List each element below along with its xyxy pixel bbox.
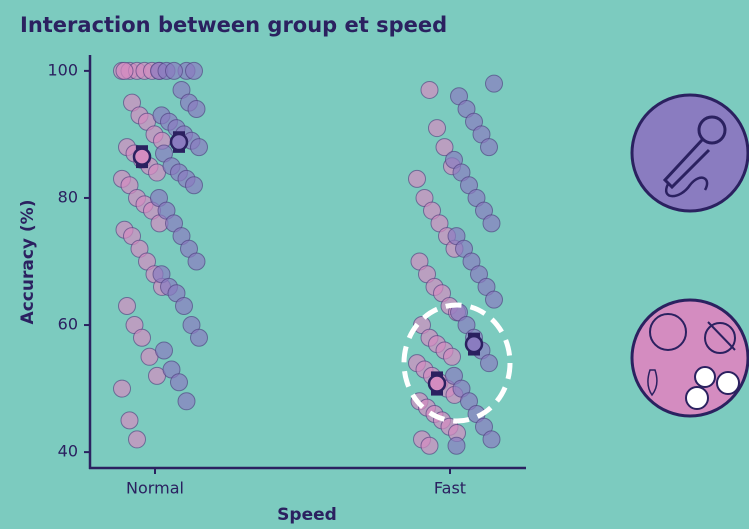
- data-point: [186, 62, 203, 79]
- data-point: [114, 380, 131, 397]
- data-point: [186, 177, 203, 194]
- data-point: [188, 253, 205, 270]
- y-axis-label: Accuracy (%): [18, 200, 38, 325]
- data-point: [486, 291, 503, 308]
- data-point: [483, 431, 500, 448]
- data-point: [421, 81, 438, 98]
- chart: Interaction between group et speed Accur…: [0, 0, 749, 529]
- mean-point: [429, 375, 445, 391]
- x-tick-label: Normal: [126, 479, 184, 498]
- data-point: [171, 374, 188, 391]
- chart-title: Interaction between group et speed: [20, 13, 447, 37]
- data-point: [429, 120, 446, 137]
- data-point: [178, 393, 195, 410]
- y-tick-label: 100: [47, 60, 78, 79]
- data-point: [421, 437, 438, 454]
- data-point: [156, 342, 173, 359]
- background: [0, 0, 749, 529]
- data-point: [166, 62, 183, 79]
- data-point: [486, 75, 503, 92]
- data-point: [129, 431, 146, 448]
- data-point: [448, 437, 465, 454]
- data-point: [188, 101, 205, 118]
- data-point: [481, 139, 498, 156]
- data-point: [134, 329, 151, 346]
- data-point: [121, 412, 138, 429]
- microphone-icon: [632, 95, 748, 211]
- x-axis-label: Speed: [277, 505, 337, 525]
- data-point: [176, 297, 193, 314]
- data-point: [116, 62, 133, 79]
- games-icon: [632, 300, 748, 416]
- data-point: [191, 139, 208, 156]
- y-tick-label: 40: [58, 442, 78, 461]
- mean-point: [466, 336, 482, 352]
- mean-point: [134, 149, 150, 165]
- x-tick-label: Fast: [434, 479, 466, 498]
- mean-point: [171, 134, 187, 150]
- y-tick-label: 60: [58, 315, 78, 334]
- data-point: [483, 215, 500, 232]
- data-point: [444, 348, 461, 365]
- data-point: [409, 170, 426, 187]
- data-point: [481, 355, 498, 372]
- data-point: [119, 297, 136, 314]
- y-tick-label: 80: [58, 187, 78, 206]
- data-point: [191, 329, 208, 346]
